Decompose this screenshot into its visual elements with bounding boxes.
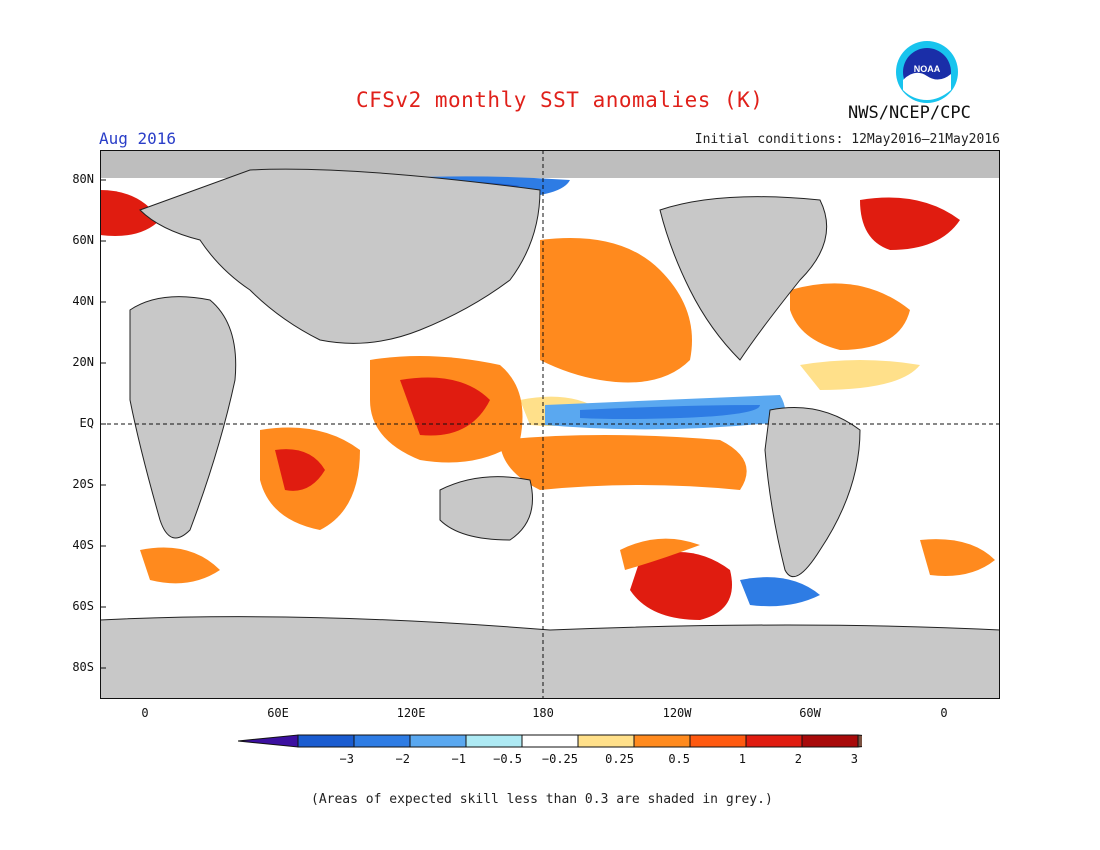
australia-shape [439,476,533,541]
north-america-shape [659,196,828,361]
lon-label: 120W [662,706,692,720]
land-masses [100,168,1000,699]
initial-conditions: Initial conditions: 12May2016–21May2016 [694,132,1000,147]
lon-label: 120E [396,706,426,720]
colorbar-box [577,734,635,748]
lat-label: 80N [72,172,94,186]
noaa-logo: NOAA [896,41,958,103]
lon-label: 60E [267,706,289,720]
colorbar-label: 2 [795,752,802,766]
chart-title: CFSv2 monthly SST anomalies (K) [356,88,764,112]
valid-month: Aug 2016 [99,129,177,148]
sst-anomaly-map [100,150,1000,699]
colorbar-label: −2 [396,752,410,766]
lat-label: 40S [72,538,94,552]
colorbar-box [465,734,523,748]
antarctica-shape [100,616,1000,699]
agency-label: NWS/NCEP/CPC [848,103,971,123]
lon-label: 60W [799,706,821,720]
lat-label: 60N [72,233,94,247]
africa-shape [129,296,237,539]
colorbar-label: 0.25 [605,752,634,766]
lat-label: 20S [72,477,94,491]
logo-text: NOAA [914,64,941,74]
colorbar-min-arrow [238,734,299,748]
colorbar-label: −0.25 [542,752,578,766]
colorbar-box [521,734,579,748]
lat-label: 20N [72,355,94,369]
colorbar-label: 1 [739,752,746,766]
colorbar-label: −3 [340,752,354,766]
colorbar-box [409,734,467,748]
eurasia-shape [139,168,541,344]
anomaly-shading [100,176,995,620]
color-legend: −3 −2 −1 −0.5 −0.25 0.25 0.5 1 2 3 [238,734,862,766]
colorbar-box [353,734,411,748]
skill-note: (Areas of expected skill less than 0.3 a… [311,792,773,807]
lon-label: 0 [141,706,149,720]
colorbar-box [297,734,355,748]
lon-label: 0 [940,706,948,720]
colorbar-max-arrow [857,734,862,748]
colorbar-label: −0.5 [493,752,522,766]
lon-label: 180 [532,706,554,720]
colorbar-label: 0.5 [668,752,690,766]
colorbar-box [745,734,803,748]
south-america-shape [764,407,861,578]
colorbar-box [633,734,691,748]
lat-label: EQ [79,416,94,430]
lat-label: 60S [72,599,94,613]
colorbar-box [801,734,859,748]
lat-label: 40N [72,294,94,308]
colorbar-label: 3 [851,752,858,766]
colorbar-box [689,734,747,748]
lat-ticks [100,179,106,669]
colorbar-label: −1 [452,752,466,766]
lat-label: 80S [72,660,94,674]
